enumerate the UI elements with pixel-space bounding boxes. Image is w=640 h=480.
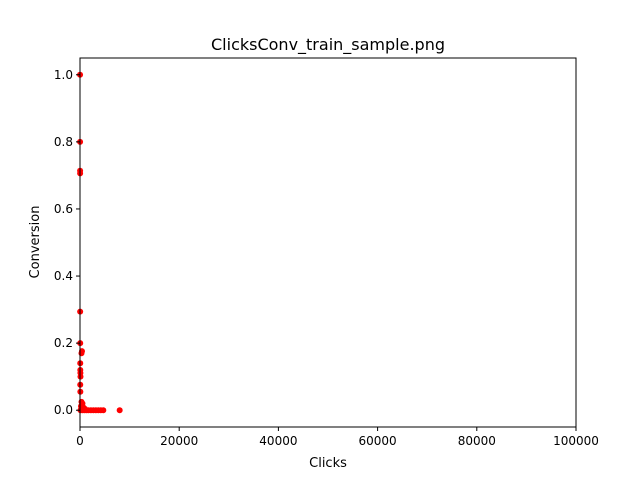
data-point [100, 407, 107, 414]
x-tick-label: 20000 [160, 434, 198, 448]
chart-title: ClicksConv_train_sample.png [211, 35, 445, 55]
points-layer [77, 71, 123, 414]
y-tick-label: 0.4 [54, 269, 73, 283]
x-axis-title: Clicks [309, 456, 347, 471]
y-tick-label: 0.2 [54, 336, 73, 350]
y-tick-label: 1.0 [54, 68, 73, 82]
plot-frame [79, 57, 577, 428]
x-tick-label: 80000 [458, 434, 496, 448]
x-tick-label: 0 [76, 434, 84, 448]
x-axis: 0 20000 40000 60000 80000 100000 [76, 427, 599, 448]
y-tick-label: 0.6 [54, 202, 73, 216]
data-point [116, 407, 123, 414]
y-axis-title: Conversion [28, 206, 43, 279]
y-axis: 0.0 0.2 0.4 0.6 0.8 1.0 [54, 68, 80, 417]
x-tick-label: 100000 [553, 434, 599, 448]
y-tick-label: 0.0 [54, 403, 73, 417]
x-tick-label: 40000 [259, 434, 297, 448]
x-tick-label: 60000 [359, 434, 397, 448]
data-point [78, 350, 85, 357]
y-tick-label: 0.8 [54, 135, 73, 149]
